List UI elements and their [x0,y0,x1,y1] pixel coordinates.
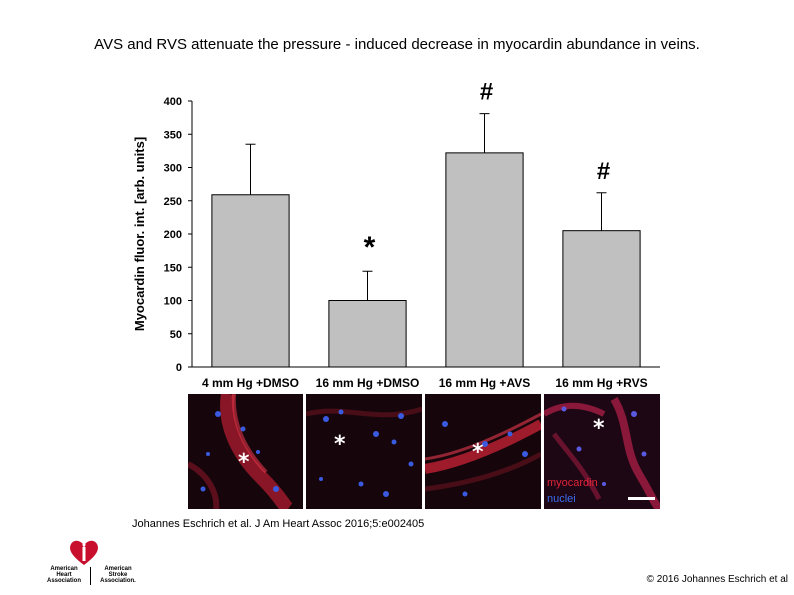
x-axis-labels: 4 mm Hg +DMSO 16 mm Hg +DMSO 16 mm Hg +AVS… [202,376,648,390]
y-tick-label: 50 [170,329,182,341]
significance-marker: # [597,158,610,185]
logo-right-text: American Stroke Association. [100,566,136,584]
panel-marker: * [334,432,346,457]
x-category-label: 16 mm Hg +RVS [555,376,647,390]
micrograph-image [306,406,422,497]
bars: * # # [211,79,641,368]
x-category-label: 4 mm Hg +DMSO [202,376,299,390]
x-category-label: 16 mm Hg +DMSO [316,376,420,390]
x-category-label: 16 mm Hg +AVS [439,376,530,390]
legend-myocardin: myocardin [547,477,598,489]
micrograph-panels: * * * * [188,394,660,509]
bar-chart: 0 50 100 150 200 250 300 350 400 Myocardin fluor.… [132,79,660,390]
micrograph-16mmhg-dmso: * [306,394,422,509]
citation: Johannes Eschrich et al. J Am Heart Asso… [132,518,425,530]
logo-left-text: American Heart Association [46,566,81,584]
heart-torch-icon [70,540,98,565]
y-tick-label: 250 [164,196,182,208]
slide-title: AVS and RVS attenuate the pressure - ind… [94,36,700,53]
legend-nuclei: nuclei [547,493,576,505]
logo-divider [90,567,91,585]
y-axis-title: Myocardin fluor. int. [arb. units] [132,137,147,331]
y-tick-label: 300 [164,163,182,175]
panel-marker: * [472,440,484,465]
panel-marker: * [593,416,605,441]
bar [211,194,290,368]
aha-asa-logo: American Heart Association American Stroke A… [38,538,146,586]
y-axis: 0 50 100 150 200 250 300 350 400 Myocardin fluor.… [132,96,660,374]
bar [562,230,641,368]
y-tick-label: 200 [164,229,182,241]
scale-bar [628,497,655,500]
y-tick-label: 150 [164,262,182,274]
y-tick-label: 350 [164,129,182,141]
micrograph-image [544,396,660,509]
micrograph-image [425,412,541,497]
y-tick-label: 0 [176,362,182,374]
y-tick-label: 100 [164,296,182,308]
significance-marker: # [480,79,493,106]
significance-marker: * [364,231,376,264]
copyright: © 2016 Johannes Eschrich et al [646,574,788,585]
panel-marker: * [238,450,250,475]
y-tick-label: 400 [164,96,182,108]
micrograph-16mmhg-rvs: * [544,394,660,509]
micrograph-16mmhg-avs: * [425,394,541,509]
micrograph-image [188,394,293,509]
bar [445,152,524,368]
bar [328,300,407,368]
micrograph-4mmhg-dmso: * [188,394,303,509]
